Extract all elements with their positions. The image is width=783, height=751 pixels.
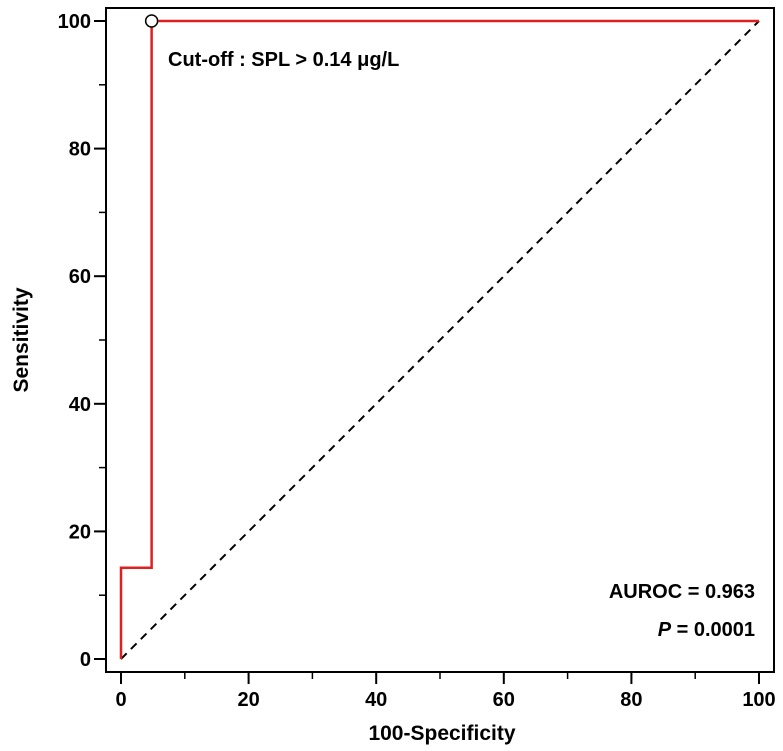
p-value-annotation: P = 0.0001 [658, 619, 755, 641]
x-tick-label: 60 [493, 689, 515, 711]
y-tick-label: 40 [69, 394, 91, 416]
major-ticks [94, 20, 760, 684]
tick-labels: 0 20 40 60 80 100 0 20 40 60 80 100 [58, 11, 776, 711]
x-tick-label: 0 [115, 689, 126, 711]
x-tick-label: 20 [237, 689, 259, 711]
x-tick-label: 40 [365, 689, 387, 711]
y-tick-label: 20 [69, 521, 91, 543]
optimal-cutoff-point [144, 14, 159, 28]
x-axis-title: 100-Specificity [368, 722, 515, 745]
y-axis-title: Sensitivity [10, 287, 33, 392]
y-tick-label: 0 [80, 649, 91, 671]
y-tick-label: 100 [58, 11, 91, 33]
auroc-annotation: AUROC = 0.963 [609, 581, 755, 603]
roc-curve-series [119, 19, 759, 659]
x-tick-label: 80 [620, 689, 642, 711]
cutoff-annotation: Cut-off : SPL > 0.14 μg/L [168, 49, 399, 71]
plot-frame [105, 7, 775, 673]
p-value: = 0.0001 [671, 619, 755, 641]
p-symbol: P [658, 619, 672, 641]
reference-diagonal-line [120, 20, 760, 660]
y-tick-label: 60 [69, 266, 91, 288]
y-tick-label: 80 [69, 139, 91, 161]
x-tick-label: 100 [742, 689, 775, 711]
